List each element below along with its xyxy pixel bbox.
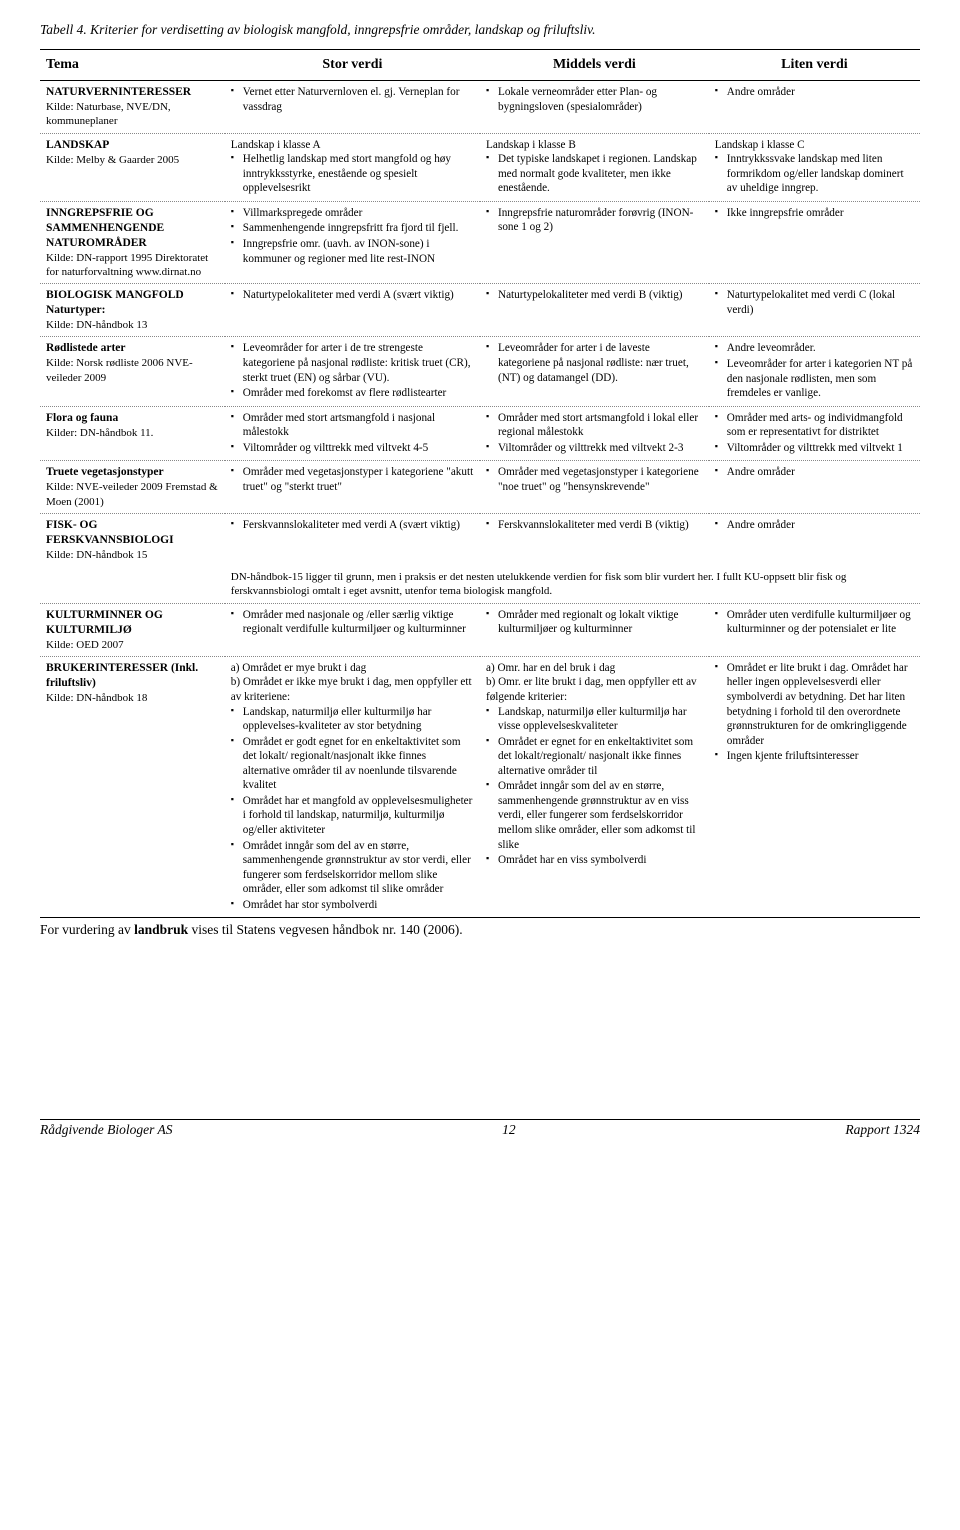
table-row: KULTURMINNER OG KULTURMILJØKilde: OED 20… <box>40 603 920 656</box>
list-item: Vernet etter Naturvernloven el. gj. Vern… <box>231 85 474 114</box>
list-item: Områder med stort artsmangfold i lokal e… <box>486 411 703 440</box>
list-item: Ferskvannslokaliteter med verdi B (vikti… <box>486 518 703 533</box>
footer-page: 12 <box>502 1122 516 1139</box>
header-tema: Tema <box>40 49 225 80</box>
list-item: Områder med vegetasjonstyper i kategorie… <box>486 465 703 494</box>
list-item: Viltområder og vilttrekk med viltvekt 4-… <box>231 441 474 456</box>
list-item: Inngrepsfrie omr. (uavh. av INON-sone) i… <box>231 237 474 266</box>
table-row: Truete vegetasjonstyperKilde: NVE-veiled… <box>40 461 920 514</box>
list-item: Naturtypelokaliteter med verdi B (viktig… <box>486 288 703 303</box>
list-item: Områder med stort artsmangfold i nasjona… <box>231 411 474 440</box>
table-caption: Tabell 4. Kriterier for verdisetting av … <box>40 22 920 39</box>
footer-right: Rapport 1324 <box>845 1122 920 1139</box>
list-item: Andre områder <box>715 465 914 480</box>
table-row: LANDSKAPKilde: Melby & Gaarder 2005Lands… <box>40 133 920 201</box>
table-row: Flora og faunaKilder: DN-håndbok 11.Områ… <box>40 406 920 461</box>
list-item: Områder med forekomst av flere rødlistea… <box>231 386 474 401</box>
list-item: Området er egnet for en enkeltaktivitet … <box>486 735 703 779</box>
list-item: Området er godt egnet for en enkeltaktiv… <box>231 735 474 793</box>
footer-left: Rådgivende Biologer AS <box>40 1122 172 1139</box>
list-item: Landskap, naturmiljø eller kulturmiljø h… <box>486 705 703 734</box>
list-item: Andre områder <box>715 85 914 100</box>
page-footer: Rådgivende Biologer AS 12 Rapport 1324 <box>40 1119 920 1139</box>
list-item: Områder med arts- og individmangfold som… <box>715 411 914 440</box>
list-item: Lokale verneområder etter Plan- og bygni… <box>486 85 703 114</box>
table-row: DN-håndbok-15 ligger til grunn, men i pr… <box>40 566 920 603</box>
list-item: Helhetlig landskap med stort mangfold og… <box>231 152 474 196</box>
list-item: Området inngår som del av en større, sam… <box>231 839 474 897</box>
list-item: Områder med regionalt og lokalt viktige … <box>486 608 703 637</box>
list-item: Leveområder for arter i kategorien NT på… <box>715 357 914 401</box>
list-item: Naturtypelokaliteter med verdi A (svært … <box>231 288 474 303</box>
header-middels: Middels verdi <box>480 49 709 80</box>
table-row: Rødlistede arterKilde: Norsk rødliste 20… <box>40 337 920 406</box>
list-item: Inngrepsfrie naturområder forøvrig (INON… <box>486 206 703 235</box>
list-item: Det typiske landskapet i regionen. Lands… <box>486 152 703 196</box>
footnote: For vurdering av landbruk vises til Stat… <box>40 922 920 939</box>
table-row: NATURVERNINTERESSERKilde: Naturbase, NVE… <box>40 81 920 134</box>
list-item: Området er lite brukt i dag. Området har… <box>715 661 914 748</box>
list-item: Områder med vegetasjonstyper i kategorie… <box>231 465 474 494</box>
list-item: Andre leveområder. <box>715 341 914 356</box>
list-item: Området inngår som del av en større, sam… <box>486 779 703 852</box>
list-item: Viltområder og vilttrekk med viltvekt 1 <box>715 441 914 456</box>
criteria-table: Tema Stor verdi Middels verdi Liten verd… <box>40 49 920 919</box>
list-item: Naturtypelokalitet med verdi C (lokal ve… <box>715 288 914 317</box>
list-item: Inntrykkssvake landskap med liten formri… <box>715 152 914 196</box>
table-row: BIOLOGISK MANGFOLDNaturtyper:Kilde: DN-h… <box>40 284 920 337</box>
table-row: BRUKERINTERESSER (Inkl. friluftsliv)Kild… <box>40 656 920 918</box>
list-item: Landskap, naturmiljø eller kulturmiljø h… <box>231 705 474 734</box>
list-item: Leveområder for arter i de tre strengest… <box>231 341 474 385</box>
list-item: Villmarkspregede områder <box>231 206 474 221</box>
list-item: Områder uten verdifulle kulturmiljøer og… <box>715 608 914 637</box>
list-item: Viltområder og vilttrekk med viltvekt 2-… <box>486 441 703 456</box>
table-row: FISK- OG FERSKVANNSBIOLOGIKilde: DN-hånd… <box>40 513 920 566</box>
list-item: Området har et mangfold av opplevelsesmu… <box>231 794 474 838</box>
list-item: Ingen kjente friluftsinteresser <box>715 749 914 764</box>
header-liten: Liten verdi <box>709 49 920 80</box>
list-item: Området har stor symbolverdi <box>231 898 474 913</box>
list-item: Andre områder <box>715 518 914 533</box>
list-item: Leveområder for arter i de laveste kateg… <box>486 341 703 385</box>
list-item: Ferskvannslokaliteter med verdi A (svært… <box>231 518 474 533</box>
list-item: Området har en viss symbolverdi <box>486 853 703 868</box>
header-stor: Stor verdi <box>225 49 480 80</box>
list-item: Ikke inngrepsfrie områder <box>715 206 914 221</box>
list-item: Områder med nasjonale og /eller særlig v… <box>231 608 474 637</box>
table-row: INNGREPSFRIE OG SAMMENHENGENDE NATUROMRÅ… <box>40 201 920 283</box>
list-item: Sammenhengende inngrepsfritt fra fjord t… <box>231 221 474 236</box>
